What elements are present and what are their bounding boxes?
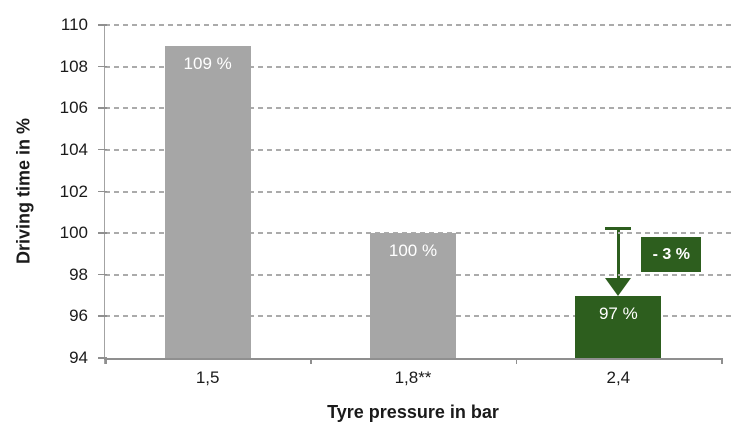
y-axis-tick-label: 106 [59, 98, 88, 118]
y-axis-tick-label: 100 [59, 223, 88, 243]
y-axis-tick [98, 107, 107, 109]
x-axis-title: Tyre pressure in bar [327, 402, 499, 422]
gridline [105, 107, 733, 110]
y-axis-tick [98, 357, 107, 359]
y-axis-tick [98, 273, 107, 276]
arrow-line [616, 229, 620, 278]
y-axis-tick-label: 102 [59, 181, 88, 201]
y-axis-tick-label: 110 [60, 15, 88, 34]
bar-value-label: 100 % [388, 241, 438, 261]
x-axis-category-label: 1,5 [195, 368, 220, 387]
y-axis-tick [98, 24, 107, 26]
x-axis-tick [515, 358, 518, 364]
y-axis-tick-label: 98 [69, 264, 88, 284]
x-axis-tick [310, 358, 312, 364]
y-axis-tick [98, 232, 107, 234]
y-axis-tick-label: 104 [59, 139, 88, 159]
gridline [105, 65, 733, 68]
x-axis-category-label: 2,4 [606, 368, 631, 387]
x-axis-line [103, 358, 721, 360]
x-axis-tick [105, 358, 107, 364]
y-axis-tick [98, 148, 107, 151]
gridline [105, 190, 733, 193]
y-axis-tick-label: 94 [69, 348, 88, 367]
bar [370, 233, 456, 358]
arrow-cap [605, 227, 632, 231]
bar [575, 295, 662, 358]
gridline [105, 148, 733, 151]
bar-value-label: 97 % [598, 303, 638, 323]
annotation-label: - 3 % [652, 245, 690, 263]
annotation-box: - 3 % [641, 237, 702, 273]
y-axis-tick [98, 65, 107, 68]
bar [164, 45, 251, 358]
arrow-down-icon [605, 277, 632, 296]
y-axis-line [103, 25, 105, 364]
bar-value-label: 109 % [183, 53, 232, 73]
y-axis-tick-label: 96 [69, 306, 88, 326]
x-axis-tick [721, 358, 723, 364]
y-axis-tick-label: 108 [59, 56, 88, 76]
x-axis-category-label: 1,8** [394, 368, 432, 387]
y-axis-tick [98, 315, 107, 317]
gridline [105, 24, 733, 26]
y-axis-tick [98, 190, 107, 192]
